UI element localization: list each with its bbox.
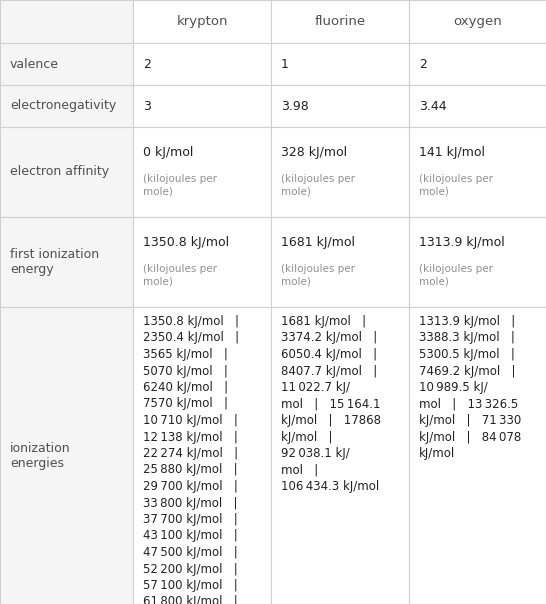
- Text: valence: valence: [10, 57, 59, 71]
- Bar: [409, 217, 546, 307]
- Text: (kilojoules per
mole): (kilojoules per mole): [281, 264, 355, 286]
- Text: 1: 1: [281, 57, 289, 71]
- Text: (kilojoules per
mole): (kilojoules per mole): [419, 264, 493, 286]
- Text: 0 kJ/mol: 0 kJ/mol: [143, 146, 193, 159]
- Bar: [0, 85, 133, 127]
- Text: ionization
energies: ionization energies: [10, 442, 70, 469]
- Bar: [409, 307, 546, 604]
- Bar: [271, 43, 409, 85]
- Text: 2: 2: [143, 57, 151, 71]
- Bar: [409, 127, 546, 217]
- Text: (kilojoules per
mole): (kilojoules per mole): [143, 264, 217, 286]
- Text: 1350.8 kJ/mol: 1350.8 kJ/mol: [143, 236, 229, 249]
- Bar: [133, 85, 271, 127]
- Bar: [0, 127, 133, 217]
- Text: 1681 kJ/mol: 1681 kJ/mol: [281, 236, 355, 249]
- Text: 3.98: 3.98: [281, 100, 308, 112]
- Text: (kilojoules per
mole): (kilojoules per mole): [281, 174, 355, 196]
- Bar: [0, 43, 133, 85]
- Bar: [133, 43, 271, 85]
- Bar: [133, 127, 271, 217]
- Text: 1681 kJ/mol   |
3374.2 kJ/mol   |
6050.4 kJ/mol   |
8407.7 kJ/mol   |
11 022.7 k: 1681 kJ/mol | 3374.2 kJ/mol | 6050.4 kJ/…: [281, 315, 381, 493]
- Text: oxygen: oxygen: [453, 15, 502, 28]
- Bar: [409, 85, 546, 127]
- Text: (kilojoules per
mole): (kilojoules per mole): [143, 174, 217, 196]
- Bar: [133, 217, 271, 307]
- Text: first ionization
energy: first ionization energy: [10, 248, 99, 276]
- Text: fluorine: fluorine: [314, 15, 366, 28]
- Text: 2: 2: [419, 57, 427, 71]
- Bar: [0, 307, 133, 604]
- Text: electronegativity: electronegativity: [10, 100, 116, 112]
- Bar: [133, 0, 271, 43]
- Bar: [409, 0, 546, 43]
- Text: 141 kJ/mol: 141 kJ/mol: [419, 146, 485, 159]
- Bar: [271, 127, 409, 217]
- Text: 1313.9 kJ/mol   |
3388.3 kJ/mol   |
5300.5 kJ/mol   |
7469.2 kJ/mol   |
10 989.5: 1313.9 kJ/mol | 3388.3 kJ/mol | 5300.5 k…: [419, 315, 521, 460]
- Bar: [271, 85, 409, 127]
- Bar: [133, 307, 271, 604]
- Bar: [0, 0, 133, 43]
- Text: krypton: krypton: [176, 15, 228, 28]
- Text: (kilojoules per
mole): (kilojoules per mole): [419, 174, 493, 196]
- Bar: [0, 217, 133, 307]
- Text: 3: 3: [143, 100, 151, 112]
- Bar: [271, 307, 409, 604]
- Bar: [271, 217, 409, 307]
- Text: 1313.9 kJ/mol: 1313.9 kJ/mol: [419, 236, 505, 249]
- Text: electron affinity: electron affinity: [10, 165, 109, 179]
- Bar: [409, 43, 546, 85]
- Bar: [271, 0, 409, 43]
- Text: 3.44: 3.44: [419, 100, 447, 112]
- Text: 1350.8 kJ/mol   |
2350.4 kJ/mol   |
3565 kJ/mol   |
5070 kJ/mol   |
6240 kJ/mol : 1350.8 kJ/mol | 2350.4 kJ/mol | 3565 kJ/…: [143, 315, 239, 604]
- Text: 328 kJ/mol: 328 kJ/mol: [281, 146, 347, 159]
